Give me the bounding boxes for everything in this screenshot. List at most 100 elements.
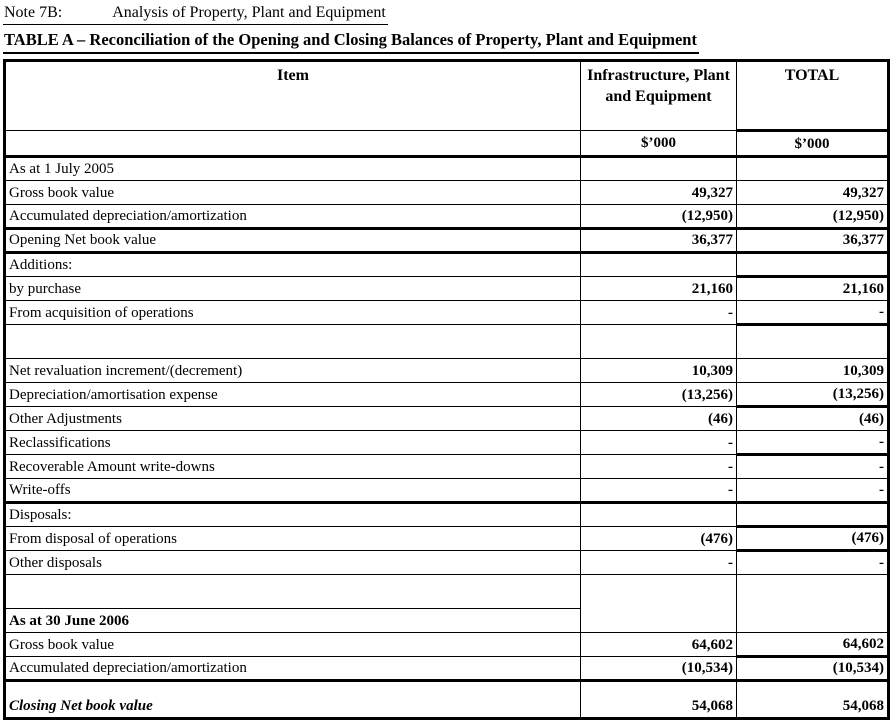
item-cell: Reclassifications xyxy=(4,430,581,455)
total-value-cell: 10,309 xyxy=(736,358,889,383)
infrastructure-value-cell xyxy=(580,574,737,609)
header-row: Item Infrastructure, Plant and Equipment… xyxy=(4,60,889,132)
table-row xyxy=(4,574,889,609)
infrastructure-value-cell: - xyxy=(580,550,737,575)
infrastructure-value-cell xyxy=(580,608,737,633)
infrastructure-value-cell: 10,309 xyxy=(580,358,737,383)
note-label: Note 7B: xyxy=(4,4,63,21)
item-cell: Additions: xyxy=(4,252,581,277)
table-row: As at 30 June 2006 xyxy=(4,608,889,633)
total-value-cell xyxy=(736,502,889,528)
infrastructure-value-cell xyxy=(580,324,737,359)
item-cell: Disposals: xyxy=(4,502,581,527)
total-value-cell xyxy=(736,252,889,278)
total-value-cell: (46) xyxy=(736,406,889,431)
infrastructure-value-cell: (13,256) xyxy=(580,382,737,407)
item-cell: Depreciation/amortisation expense xyxy=(4,382,581,407)
infrastructure-value-cell: 21,160 xyxy=(580,276,737,301)
infrastructure-value-cell: (10,534) xyxy=(580,656,737,682)
infrastructure-value-cell: 36,377 xyxy=(580,228,737,254)
item-cell: As at 30 June 2006 xyxy=(4,608,581,633)
total-value-cell: 54,068 xyxy=(736,680,889,719)
column-header-infrastructure: Infrastructure, Plant and Equipment xyxy=(580,60,737,131)
infrastructure-value-cell: (476) xyxy=(580,526,737,551)
infrastructure-value-cell: 64,602 xyxy=(580,632,737,657)
total-value-cell xyxy=(736,156,889,181)
table-row xyxy=(4,324,889,359)
item-cell: From acquisition of operations xyxy=(4,300,581,325)
infrastructure-value-cell xyxy=(580,156,737,181)
total-value-cell: (476) xyxy=(736,526,889,552)
total-value-cell: 36,377 xyxy=(736,228,889,254)
table-row: Accumulated depreciation/amortization (10… xyxy=(4,656,889,682)
infrastructure-value-cell: - xyxy=(580,300,737,325)
total-value-cell: - xyxy=(736,300,889,326)
item-cell: Gross book value xyxy=(4,180,581,205)
total-value-cell: 49,327 xyxy=(736,180,889,205)
table-row: Opening Net book value 36,377 36,377 xyxy=(4,228,889,254)
total-value-cell: - xyxy=(736,478,889,504)
table-row: From acquisition of operations - - xyxy=(4,300,889,326)
column-header-total: TOTAL xyxy=(736,60,889,132)
units-total: $’000 xyxy=(736,130,889,158)
item-cell: by purchase xyxy=(4,276,581,301)
units-row: $’000 $’000 xyxy=(4,130,889,158)
item-cell: Gross book value xyxy=(4,632,581,657)
item-cell: Net revaluation increment/(decrement) xyxy=(4,358,581,383)
item-cell xyxy=(4,574,581,609)
item-cell: Accumulated depreciation/amortization xyxy=(4,204,581,230)
table-header: Item Infrastructure, Plant and Equipment… xyxy=(4,60,889,158)
table-row: Accumulated depreciation/amortization (12… xyxy=(4,204,889,230)
units-item xyxy=(4,130,581,158)
total-value-cell: (13,256) xyxy=(736,382,889,408)
item-cell: Other disposals xyxy=(4,550,581,575)
item-cell: Write-offs xyxy=(4,478,581,504)
table-row: Other Adjustments (46) (46) xyxy=(4,406,889,431)
total-value-cell: 64,602 xyxy=(736,632,889,658)
item-cell: Accumulated depreciation/amortization xyxy=(4,656,581,682)
units-infrastructure: $’000 xyxy=(580,130,737,158)
infrastructure-value-cell xyxy=(580,252,737,277)
table-row: Closing Net book value 54,068 54,068 xyxy=(5,680,889,719)
infrastructure-value-cell: 54,068 xyxy=(580,680,737,719)
total-value-cell: 21,160 xyxy=(736,276,889,301)
table-heading: TABLE A – Reconciliation of the Opening … xyxy=(3,25,892,54)
total-value-cell: (12,950) xyxy=(736,204,889,230)
table-body: As at 1 July 2005 Gross book value 49,327 4… xyxy=(4,156,889,719)
infrastructure-value-cell: (12,950) xyxy=(580,204,737,230)
total-value-cell: - xyxy=(736,454,889,479)
note-title: Analysis of Property, Plant and Equipmen… xyxy=(112,4,386,21)
table-row: Gross book value 64,602 64,602 xyxy=(4,632,889,658)
table-row: Write-offs - - xyxy=(4,478,889,504)
infrastructure-value-cell: - xyxy=(580,454,737,479)
table-row: Other disposals - - xyxy=(4,550,889,575)
total-value-cell xyxy=(736,574,889,609)
item-cell: Opening Net book value xyxy=(4,228,581,254)
item-cell: Other Adjustments xyxy=(4,406,581,431)
table-row: Additions: xyxy=(4,252,889,278)
infrastructure-value-cell: - xyxy=(580,478,737,504)
table-row: Reclassifications - - xyxy=(4,430,889,456)
infrastructure-value-cell xyxy=(580,502,737,527)
item-cell xyxy=(4,324,581,359)
total-value-cell: (10,534) xyxy=(736,656,889,682)
note-heading: Note 7B: Analysis of Property, Plant and … xyxy=(3,3,892,25)
table-row: Disposals: xyxy=(4,502,889,528)
infrastructure-value-cell: (46) xyxy=(580,406,737,431)
table-row: by purchase 21,160 21,160 xyxy=(4,276,889,301)
ppe-reconciliation-table: Item Infrastructure, Plant and Equipment… xyxy=(3,59,890,720)
total-value-cell xyxy=(736,608,889,633)
table-title: TABLE A – Reconciliation of the Opening … xyxy=(3,30,699,54)
table-row: From disposal of operations (476) (476) xyxy=(4,526,889,552)
total-value-cell: - xyxy=(736,430,889,456)
item-cell: From disposal of operations xyxy=(4,526,581,551)
table-row: Net revaluation increment/(decrement) 10,… xyxy=(4,358,889,383)
table-row: Recoverable Amount write-downs - - xyxy=(4,454,889,479)
item-cell: Closing Net book value xyxy=(9,698,153,714)
total-value-cell xyxy=(736,324,889,359)
infrastructure-value-cell: 49,327 xyxy=(580,180,737,205)
infrastructure-value-cell: - xyxy=(580,430,737,455)
item-cell: As at 1 July 2005 xyxy=(4,156,581,181)
table-row: As at 1 July 2005 xyxy=(4,156,889,181)
